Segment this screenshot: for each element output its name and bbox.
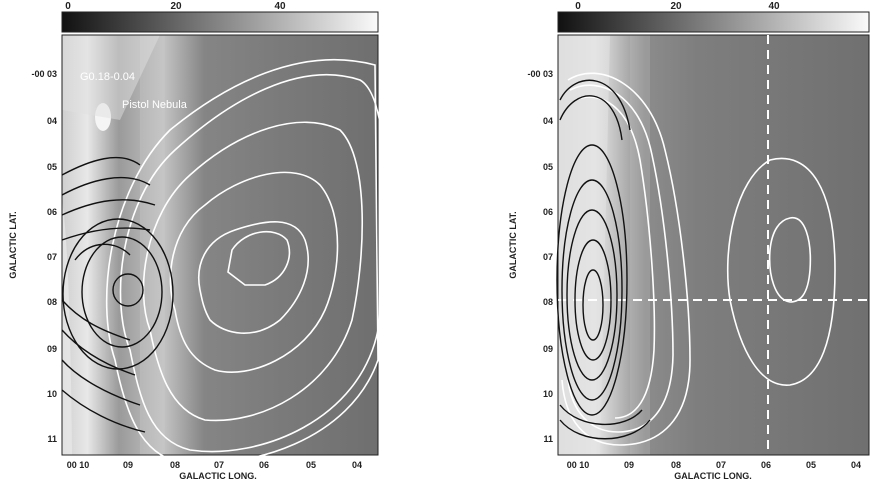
y-tick-label: 11 [543, 434, 553, 444]
y-axis-label: GALACTIC LAT. [508, 211, 518, 278]
y-tick-label: 11 [47, 434, 57, 444]
crosshair-right [558, 35, 869, 455]
x-axis-label: GALACTIC LONG. [179, 471, 257, 481]
x-tick-label: 09 [624, 460, 634, 470]
right-panel: 0 20 40 [508, 1, 870, 481]
y-tick-label: 06 [47, 207, 57, 217]
y-tick-label: 07 [47, 252, 57, 262]
y-axis-left: GALACTIC LAT. -00 03 04 05 06 07 08 09 1… [8, 69, 57, 444]
colorbar-left: 0 20 40 [61, 1, 379, 33]
x-axis-right: 00 10 09 08 07 06 05 04 GALACTIC LONG. [567, 460, 861, 481]
x-tick-label: 04 [851, 460, 861, 470]
y-axis-label: GALACTIC LAT. [8, 211, 18, 278]
x-tick-label: 07 [716, 460, 726, 470]
y-tick-label: 04 [543, 116, 553, 126]
colorbar-tick-label: 0 [575, 1, 581, 12]
x-tick-label: 04 [352, 460, 362, 470]
colorbar-tick-label: 40 [274, 1, 286, 12]
source-label: Pistol Nebula [122, 99, 188, 111]
x-tick-label: 08 [170, 460, 180, 470]
y-tick-label: 09 [47, 344, 57, 354]
image-area-right [557, 34, 870, 456]
y-tick-label: 09 [543, 344, 553, 354]
contours-black-right [556, 79, 651, 440]
contours-white-left [105, 58, 386, 465]
x-tick-label: 05 [306, 460, 316, 470]
y-tick-label: 05 [47, 162, 57, 172]
y-tick-label: 10 [543, 389, 553, 399]
x-tick-label: 09 [123, 460, 133, 470]
x-axis-label: GALACTIC LONG. [674, 471, 752, 481]
y-tick-label: 08 [543, 297, 553, 307]
x-axis-left: 00 10 09 08 07 06 05 04 GALACTIC LONG. [67, 460, 362, 481]
x-tick-label: 00 10 [567, 460, 590, 470]
x-tick-label: 06 [259, 460, 269, 470]
contours-white-right [561, 72, 836, 446]
source-label: G0.18-0.04 [80, 71, 135, 83]
colorbar-tick-label: 40 [768, 1, 780, 12]
y-tick-label: 07 [543, 252, 553, 262]
x-tick-label: 06 [761, 460, 771, 470]
colorbar-tick-label: 20 [670, 1, 682, 12]
y-axis-right: GALACTIC LAT. -00 03 04 05 06 07 08 09 1… [508, 69, 553, 444]
x-tick-label: 00 10 [67, 460, 90, 470]
y-tick-label: 10 [47, 389, 57, 399]
x-tick-label: 05 [806, 460, 816, 470]
x-tick-label: 08 [671, 460, 681, 470]
y-tick-label: 05 [543, 162, 553, 172]
y-tick-label: -00 03 [31, 69, 57, 79]
colorbar-tick-label: 0 [65, 1, 71, 12]
contours-black-left [61, 157, 174, 433]
colorbar-right: 0 20 40 [557, 1, 870, 33]
y-tick-label: -00 03 [527, 69, 553, 79]
y-tick-label: 06 [543, 207, 553, 217]
left-panel: 0 20 40 [8, 1, 386, 481]
y-tick-label: 08 [47, 297, 57, 307]
colorbar-tick-label: 20 [170, 1, 182, 12]
y-tick-label: 04 [47, 116, 57, 126]
x-tick-label: 07 [214, 460, 224, 470]
